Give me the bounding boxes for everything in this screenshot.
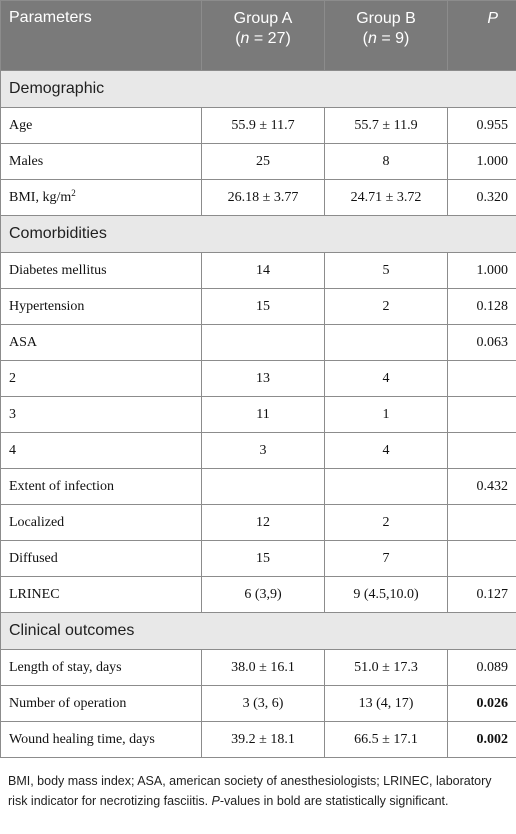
table-row: Hypertension 15 2 0.128 xyxy=(0,288,516,325)
group-b-value: 51.0 ± 17.3 xyxy=(324,649,448,686)
row-label: 4 xyxy=(0,432,202,469)
row-label: Diffused xyxy=(0,540,202,577)
group-a-value: 3 (3, 6) xyxy=(201,685,325,722)
table-row: Number of operation 3 (3, 6) 13 (4, 17) … xyxy=(0,685,516,722)
data-table: Parameters Group A (n = 27) Group B (n =… xyxy=(0,0,516,758)
row-label: Hypertension xyxy=(0,288,202,325)
group-a-value: 55.9 ± 11.7 xyxy=(201,107,325,144)
row-label: Males xyxy=(0,143,202,180)
group-b-value: 8 xyxy=(324,143,448,180)
row-label: Extent of infection xyxy=(0,468,202,505)
group-b-value: 1 xyxy=(324,396,448,433)
row-label: 2 xyxy=(0,360,202,397)
table-row: ASA 0.063 xyxy=(0,324,516,361)
group-b-value: 4 xyxy=(324,432,448,469)
section-row: Comorbidities xyxy=(0,215,516,253)
group-a-value xyxy=(201,324,325,361)
table-row: LRINEC 6 (3,9) 9 (4.5,10.0) 0.127 xyxy=(0,576,516,613)
section-row: Demographic xyxy=(0,70,516,108)
p-value: 0.089 xyxy=(447,649,516,686)
group-b-value: 55.7 ± 11.9 xyxy=(324,107,448,144)
p-value: 1.000 xyxy=(447,143,516,180)
group-a-value: 11 xyxy=(201,396,325,433)
table-footnote: BMI, body mass index; ASA, american soci… xyxy=(8,774,492,808)
row-label: Localized xyxy=(0,504,202,541)
header-group-a: Group A (n = 27) xyxy=(201,0,325,71)
group-a-value: 25 xyxy=(201,143,325,180)
p-value xyxy=(447,504,516,541)
section-clinical-outcomes: Clinical outcomes xyxy=(0,612,516,650)
group-b-value xyxy=(324,468,448,505)
group-b-n: (n = 9) xyxy=(362,30,410,47)
p-value: 0.127 xyxy=(447,576,516,613)
header-row: Parameters Group A (n = 27) Group B (n =… xyxy=(0,0,516,71)
section-demographic: Demographic xyxy=(0,70,516,108)
table-row: Localized 12 2 xyxy=(0,504,516,541)
row-label: ASA xyxy=(0,324,202,361)
section-row: Clinical outcomes xyxy=(0,612,516,650)
group-b-value: 9 (4.5,10.0) xyxy=(324,576,448,613)
row-label: Age xyxy=(0,107,202,144)
row-label: Number of operation xyxy=(0,685,202,722)
row-label: Wound healing time, days xyxy=(0,721,202,758)
group-a-value xyxy=(201,468,325,505)
group-b-value xyxy=(324,324,448,361)
group-a-value: 26.18 ± 3.77 xyxy=(201,179,325,216)
p-value xyxy=(447,360,516,397)
table-row: Diffused 15 7 xyxy=(0,540,516,577)
table-row: Age 55.9 ± 11.7 55.7 ± 11.9 0.955 xyxy=(0,107,516,144)
group-a-value: 38.0 ± 16.1 xyxy=(201,649,325,686)
table-row: Diabetes mellitus 14 5 1.000 xyxy=(0,252,516,289)
row-label: 3 xyxy=(0,396,202,433)
header-group-b: Group B (n = 9) xyxy=(324,0,448,71)
group-b-value: 7 xyxy=(324,540,448,577)
p-value xyxy=(447,540,516,577)
row-label: Length of stay, days xyxy=(0,649,202,686)
table-row: Length of stay, days 38.0 ± 16.1 51.0 ± … xyxy=(0,649,516,686)
p-value: 1.000 xyxy=(447,252,516,289)
group-a-value: 6 (3,9) xyxy=(201,576,325,613)
table-row: Wound healing time, days 39.2 ± 18.1 66.… xyxy=(0,721,516,758)
group-b-value: 2 xyxy=(324,504,448,541)
group-b-title: Group B xyxy=(356,10,416,27)
group-a-value: 39.2 ± 18.1 xyxy=(201,721,325,758)
row-label: BMI, kg/m2 xyxy=(0,179,202,216)
group-a-value: 3 xyxy=(201,432,325,469)
group-b-value: 66.5 ± 17.1 xyxy=(324,721,448,758)
p-value xyxy=(447,396,516,433)
header-p: P xyxy=(447,0,516,71)
group-a-value: 13 xyxy=(201,360,325,397)
group-b-value: 4 xyxy=(324,360,448,397)
p-value: 0.320 xyxy=(447,179,516,216)
table-row: BMI, kg/m2 26.18 ± 3.77 24.71 ± 3.72 0.3… xyxy=(0,179,516,216)
section-comorbidities: Comorbidities xyxy=(0,215,516,253)
group-a-value: 15 xyxy=(201,288,325,325)
p-value: 0.063 xyxy=(447,324,516,361)
group-a-value: 15 xyxy=(201,540,325,577)
group-b-value: 5 xyxy=(324,252,448,289)
table-row: 3 11 1 xyxy=(0,396,516,433)
p-value-significant: 0.026 xyxy=(447,685,516,722)
table-row: Males 25 8 1.000 xyxy=(0,143,516,180)
group-a-title: Group A xyxy=(233,10,293,27)
table-row: 4 3 4 xyxy=(0,432,516,469)
table-row: 2 13 4 xyxy=(0,360,516,397)
group-b-value: 24.71 ± 3.72 xyxy=(324,179,448,216)
group-a-value: 12 xyxy=(201,504,325,541)
row-label: LRINEC xyxy=(0,576,202,613)
table-row: Extent of infection 0.432 xyxy=(0,468,516,505)
group-b-value: 2 xyxy=(324,288,448,325)
p-value: 0.432 xyxy=(447,468,516,505)
group-a-n: (n = 27) xyxy=(235,30,291,47)
p-value xyxy=(447,432,516,469)
p-value: 0.128 xyxy=(447,288,516,325)
p-value: 0.955 xyxy=(447,107,516,144)
row-label: Diabetes mellitus xyxy=(0,252,202,289)
header-parameters: Parameters xyxy=(0,0,202,71)
p-value-significant: 0.002 xyxy=(447,721,516,758)
group-b-value: 13 (4, 17) xyxy=(324,685,448,722)
group-a-value: 14 xyxy=(201,252,325,289)
